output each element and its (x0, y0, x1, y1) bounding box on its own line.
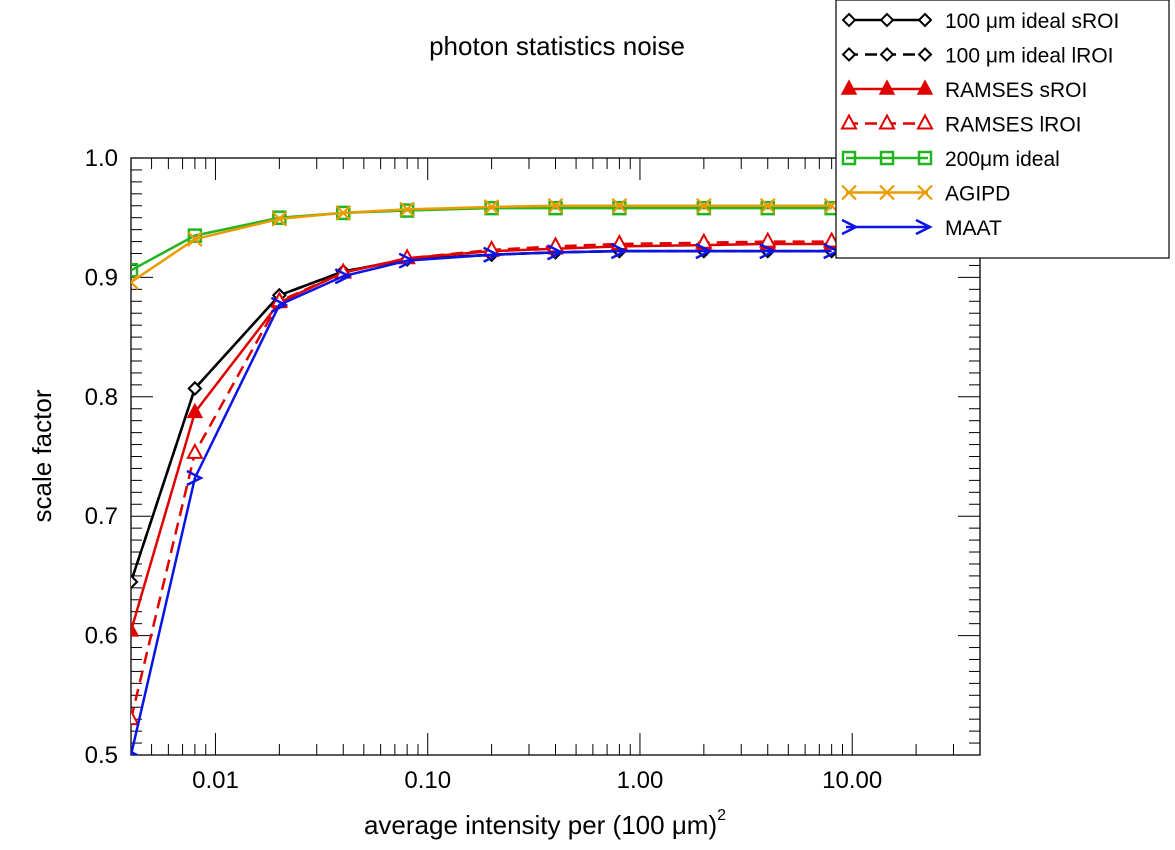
legend-label: AGIPD (945, 183, 1010, 206)
legend-item-ramses-lroi: RAMSES lROI (840, 113, 1082, 137)
x-axis-label-superscript: 2 (717, 807, 726, 824)
data-point-agipd (611, 197, 628, 214)
legend-marker (917, 184, 933, 201)
data-point-maat (186, 469, 204, 487)
y-tick-label: 0.7 (85, 503, 118, 530)
data-point-maat (610, 243, 629, 260)
legend-label: RAMSES sROI (945, 79, 1087, 102)
legend-marker (879, 184, 895, 201)
legend-item-ramses-sroi: RAMSES sROI (840, 79, 1087, 102)
legend-marker (917, 12, 933, 28)
data-point-100-m-ideal-lroi (131, 574, 139, 590)
data-point-200-m-ideal (131, 262, 139, 278)
x-tick-label: 0.10 (404, 767, 451, 794)
data-point-agipd (483, 199, 500, 215)
legend-marker (915, 218, 933, 236)
x-tick-label: 0.01 (192, 767, 239, 794)
legend-label: MAAT (945, 217, 1002, 240)
legend: 100 μm ideal sROI 100 μm ideal lROI RAMSES… (835, 0, 1170, 259)
data-point-maat (483, 246, 501, 263)
y-tick-label: 1.0 (85, 145, 118, 172)
series-maat (131, 243, 841, 755)
legend-marker (878, 79, 896, 95)
legend-marker (840, 79, 858, 95)
data-point-agipd (187, 231, 203, 247)
data-point-ramses-lroi (186, 442, 204, 459)
y-tick-label: 0.8 (85, 384, 118, 411)
x-axis-label: average intensity per (100 μm)2 (364, 807, 726, 840)
data-point-maat (695, 243, 713, 260)
legend-label: 100 μm ideal lROI (945, 45, 1114, 68)
data-point-200-m-ideal (612, 200, 627, 216)
data-point-agipd (547, 197, 564, 214)
data-point-agipd (335, 205, 352, 221)
y-axis-label: scale factor (27, 389, 57, 522)
data-point-maat (546, 244, 565, 261)
data-point-ramses-sroi (186, 402, 204, 419)
data-point-ramses-lroi (759, 231, 777, 248)
data-point-ramses-sroi (131, 621, 140, 637)
data-point-ramses-lroi (822, 231, 841, 248)
data-point-200-m-ideal (760, 200, 775, 216)
legend-items: 100 μm ideal sROI 100 μm ideal lROI RAMSES… (840, 10, 1119, 240)
legend-marker (840, 113, 858, 130)
legend-marker (917, 47, 933, 62)
data-point-maat (759, 243, 777, 260)
data-point-agipd (271, 211, 288, 227)
legend-label: 200μm ideal (945, 148, 1060, 171)
legend-marker (879, 150, 895, 166)
legend-label: RAMSES lROI (945, 114, 1082, 137)
legend-marker (841, 218, 859, 236)
legend-marker (917, 150, 933, 166)
series-layer (131, 197, 841, 755)
legend-item-200-m-ideal: 200μm ideal (841, 148, 1060, 171)
legend-marker (878, 113, 896, 130)
data-point-200-m-ideal (696, 200, 712, 216)
data-point-maat (270, 296, 289, 313)
y-tick-label: 0.5 (85, 742, 118, 769)
chart-title: photon statistics noise (429, 31, 685, 61)
legend-marker (916, 79, 934, 95)
y-tick-labels: 0.5 0.6 0.7 0.8 0.9 1.0 (85, 145, 118, 769)
x-axis-label-text: average intensity per (100 μm) (364, 810, 717, 840)
data-point-maat (334, 268, 353, 285)
series-line-maat (131, 249, 832, 755)
data-point-200-m-ideal (187, 228, 203, 243)
x-tick-labels: 0.01 0.10 1.00 10.00 (192, 767, 882, 794)
legend-marker (841, 47, 857, 62)
legend-marker (879, 47, 895, 62)
x-tick-label: 10.00 (822, 767, 882, 794)
legend-label: 100 μm ideal sROI (945, 10, 1119, 33)
legend-marker (841, 150, 857, 166)
data-point-agipd (696, 197, 712, 214)
y-tick-label: 0.6 (85, 623, 118, 650)
legend-marker (841, 12, 857, 28)
data-point-200-m-ideal (548, 200, 563, 216)
legend-item-100-m-ideal-sroi: 100 μm ideal sROI (841, 10, 1119, 33)
data-point-ramses-lroi (131, 709, 140, 726)
data-point-agipd (399, 201, 415, 218)
legend-item-maat: MAAT (841, 217, 1002, 240)
data-point-agipd (131, 274, 139, 290)
data-point-agipd (759, 197, 776, 214)
legend-marker (841, 184, 857, 201)
y-tick-label: 0.9 (85, 264, 118, 291)
x-tick-label: 1.00 (617, 767, 664, 794)
legend-marker (879, 12, 895, 28)
data-point-maat (398, 252, 416, 269)
legend-item-agipd: AGIPD (841, 183, 1010, 206)
data-point-100-m-ideal-lroi (187, 381, 203, 396)
legend-marker (916, 113, 934, 130)
legend-item-100-m-ideal-lroi: 100 μm ideal lROI (841, 45, 1114, 68)
